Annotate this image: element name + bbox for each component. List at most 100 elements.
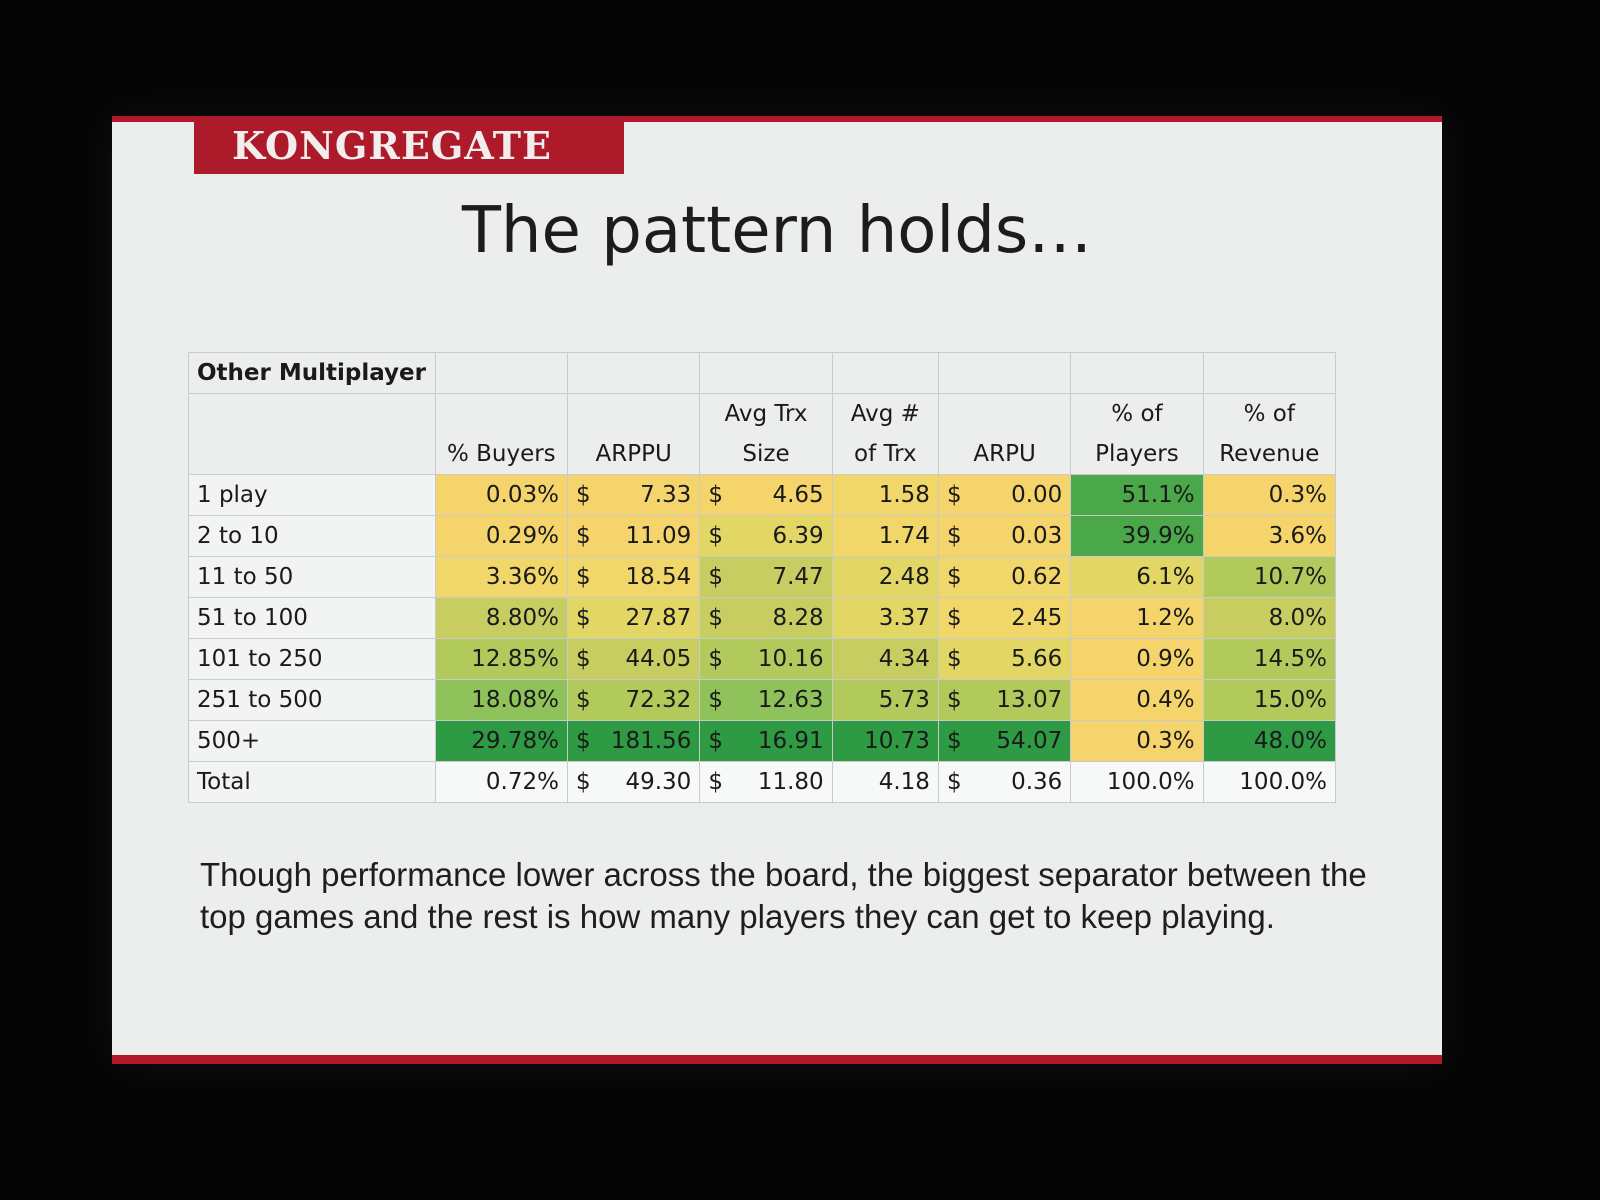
cell-value: 181.56 bbox=[610, 728, 692, 754]
cell-arppu: $44.05 bbox=[566, 638, 701, 680]
cell-revenue: 8.0% bbox=[1202, 597, 1337, 639]
cell-buyers: 18.08% bbox=[434, 679, 568, 721]
table-row: 11 to 50 3.36% $18.54 $7.47 2.48 $0.62 6.1% 10.… bbox=[188, 556, 1337, 598]
cell-arppu: $181.56 bbox=[566, 720, 701, 762]
cell-arpu: $54.07 bbox=[937, 720, 1072, 762]
metrics-table: Other Multiplayer % Buyers ARPPU Avg Trx… bbox=[188, 352, 1337, 803]
group-row: Other Multiplayer bbox=[188, 352, 1337, 394]
cell-revenue: 100.0% bbox=[1202, 761, 1337, 803]
cell-value: 8.28 bbox=[772, 605, 824, 631]
cell-arppu: $49.30 bbox=[566, 761, 701, 803]
cell-avg_trx: $8.28 bbox=[699, 597, 833, 639]
currency-symbol: $ bbox=[946, 687, 962, 713]
cell-revenue: 14.5% bbox=[1202, 638, 1337, 680]
cell-players: 100.0% bbox=[1070, 761, 1204, 803]
cell-value: 7.33 bbox=[640, 482, 692, 508]
cell-arpu: $0.62 bbox=[937, 556, 1072, 598]
cell-value: 18.54 bbox=[625, 564, 692, 590]
currency-symbol: $ bbox=[946, 482, 962, 508]
header-cell: ARPPU bbox=[566, 393, 701, 475]
currency-symbol: $ bbox=[575, 482, 591, 508]
cell-arppu: $72.32 bbox=[566, 679, 701, 721]
cell-buyers: 8.80% bbox=[434, 597, 568, 639]
table-row: 51 to 100 8.80% $27.87 $8.28 3.37 $2.45 1.2% 8.… bbox=[188, 597, 1337, 639]
cell-arpu: $2.45 bbox=[937, 597, 1072, 639]
cell-arppu: $18.54 bbox=[566, 556, 701, 598]
cell-arpu: $0.03 bbox=[937, 515, 1072, 557]
table-row: Total 0.72% $49.30 $11.80 4.18 $0.36 100.0% 100… bbox=[188, 761, 1337, 803]
cell-value: 12.63 bbox=[757, 687, 824, 713]
currency-symbol: $ bbox=[708, 687, 723, 713]
slide-caption: Though performance lower across the boar… bbox=[200, 856, 1367, 935]
cell-revenue: 0.3% bbox=[1202, 474, 1337, 516]
cell-value: 0.62 bbox=[1011, 564, 1063, 590]
header-cell: Avg Trx Size bbox=[699, 393, 833, 475]
cell-arppu: $27.87 bbox=[566, 597, 701, 639]
cell-value: 4.65 bbox=[772, 482, 824, 508]
header-cell: Avg # of Trx bbox=[831, 393, 939, 475]
cell-revenue: 3.6% bbox=[1202, 515, 1337, 557]
cell-value: 0.36 bbox=[1011, 769, 1063, 795]
cell-players: 0.3% bbox=[1070, 720, 1204, 762]
currency-symbol: $ bbox=[575, 564, 591, 590]
cell-value: 10.16 bbox=[757, 646, 824, 672]
table-row: 2 to 10 0.29% $11.09 $6.39 1.74 $0.03 39.9% 3.6… bbox=[188, 515, 1337, 557]
table-row: 1 play 0.03% $7.33 $4.65 1.58 $0.00 51.1% 0.3% bbox=[188, 474, 1337, 516]
cell-value: 7.47 bbox=[772, 564, 824, 590]
cell-arpu: $0.00 bbox=[937, 474, 1072, 516]
slide: KONGREGATE The pattern holds… Other Mult… bbox=[112, 116, 1442, 1064]
header-cell: % of Players bbox=[1070, 393, 1204, 475]
cell-arpu: $13.07 bbox=[937, 679, 1072, 721]
header-cell: % of Revenue bbox=[1202, 393, 1337, 475]
currency-symbol: $ bbox=[575, 523, 591, 549]
cell-value: 16.91 bbox=[757, 728, 824, 754]
currency-symbol: $ bbox=[708, 523, 723, 549]
cell-num_trx: 1.74 bbox=[831, 515, 939, 557]
cell-value: 27.87 bbox=[625, 605, 692, 631]
cell-avg_trx: $11.80 bbox=[699, 761, 833, 803]
row-label: 101 to 250 bbox=[188, 638, 436, 680]
cell-buyers: 29.78% bbox=[434, 720, 568, 762]
currency-symbol: $ bbox=[946, 605, 962, 631]
cell-num_trx: 2.48 bbox=[831, 556, 939, 598]
bottom-accent-rule bbox=[112, 1055, 1442, 1064]
cell-arpu: $5.66 bbox=[937, 638, 1072, 680]
cell-buyers: 0.29% bbox=[434, 515, 568, 557]
header-cell: ARPU bbox=[937, 393, 1072, 475]
cell-revenue: 15.0% bbox=[1202, 679, 1337, 721]
currency-symbol: $ bbox=[575, 769, 591, 795]
currency-symbol: $ bbox=[946, 523, 962, 549]
currency-symbol: $ bbox=[946, 769, 962, 795]
cell-avg_trx: $16.91 bbox=[699, 720, 833, 762]
row-label: 11 to 50 bbox=[188, 556, 436, 598]
row-label: 500+ bbox=[188, 720, 436, 762]
currency-symbol: $ bbox=[946, 564, 962, 590]
cell-revenue: 48.0% bbox=[1202, 720, 1337, 762]
currency-symbol: $ bbox=[708, 564, 723, 590]
cell-revenue: 10.7% bbox=[1202, 556, 1337, 598]
row-label: 2 to 10 bbox=[188, 515, 436, 557]
kongregate-logo: KONGREGATE bbox=[194, 118, 624, 174]
cell-value: 54.07 bbox=[996, 728, 1063, 754]
header-row: % Buyers ARPPU Avg Trx Size Avg # of Trx A… bbox=[188, 393, 1337, 475]
row-label: 51 to 100 bbox=[188, 597, 436, 639]
cell-avg_trx: $6.39 bbox=[699, 515, 833, 557]
row-label: 251 to 500 bbox=[188, 679, 436, 721]
currency-symbol: $ bbox=[708, 482, 723, 508]
currency-symbol: $ bbox=[708, 728, 723, 754]
cell-value: 72.32 bbox=[625, 687, 692, 713]
cell-buyers: 0.03% bbox=[434, 474, 568, 516]
cell-buyers: 3.36% bbox=[434, 556, 568, 598]
cell-value: 2.45 bbox=[1011, 605, 1063, 631]
cell-value: 5.66 bbox=[1011, 646, 1063, 672]
cell-num_trx: 4.18 bbox=[831, 761, 939, 803]
currency-symbol: $ bbox=[708, 605, 723, 631]
table-row: 500+ 29.78% $181.56 $16.91 10.73 $54.07 0.3% 48… bbox=[188, 720, 1337, 762]
cell-players: 0.9% bbox=[1070, 638, 1204, 680]
cell-value: 13.07 bbox=[996, 687, 1063, 713]
table-row: 251 to 500 18.08% $72.32 $12.63 5.73 $13.07 0.… bbox=[188, 679, 1337, 721]
currency-symbol: $ bbox=[708, 769, 723, 795]
cell-avg_trx: $7.47 bbox=[699, 556, 833, 598]
slide-title: The pattern holds… bbox=[461, 194, 1093, 268]
row-label: Total bbox=[188, 761, 436, 803]
